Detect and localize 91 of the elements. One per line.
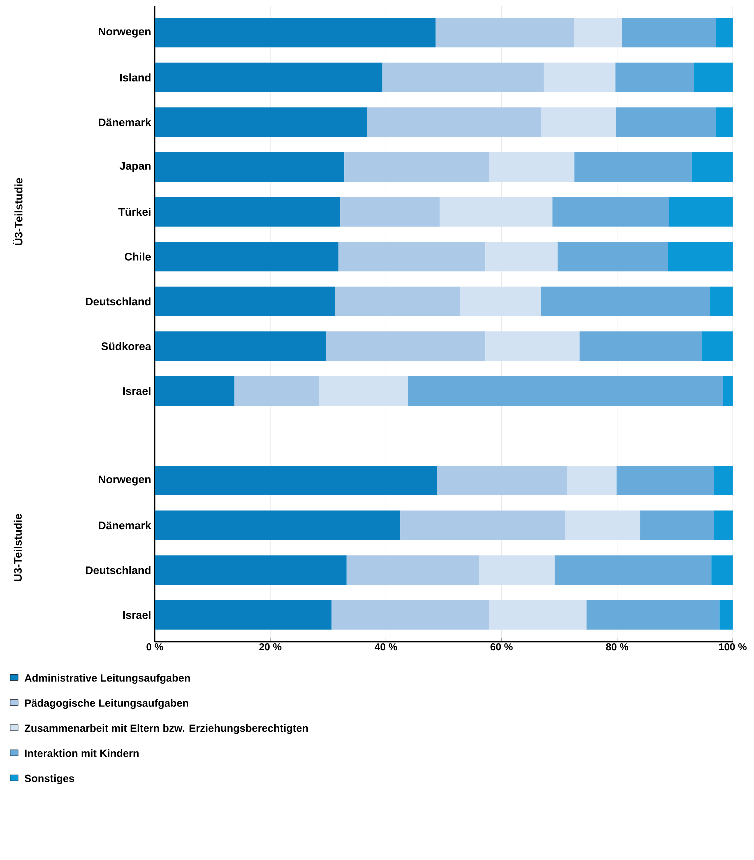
bar [326,332,486,362]
bar [669,197,733,227]
bar [694,62,733,92]
x-tick-label: 0 % [146,644,164,651]
y-tick-label: Türkei [118,208,151,216]
x-tick-label: 80 % [606,644,629,651]
bar [489,152,575,182]
bar [640,510,714,540]
y-tick-label: Norwegen [99,28,151,38]
bar [155,376,235,406]
bar [541,108,616,138]
bar [155,152,345,182]
bar [155,197,341,227]
bar [436,18,574,48]
bar [716,18,733,48]
bar [155,62,383,92]
y-tick-label: Island [120,74,151,82]
bar [616,108,716,138]
bar [332,600,490,630]
bar [616,62,694,92]
y-tick-label: Dänemark [99,118,152,126]
bar [234,376,320,406]
bar [714,466,733,496]
bar [558,242,668,272]
y-tick-label: Norwegen [99,476,151,486]
bar [712,556,733,586]
bar [486,332,580,362]
bar [344,152,490,182]
x-tick-label: 60 % [490,644,513,651]
bar [723,376,733,406]
bar [155,556,347,586]
bar [541,286,710,316]
bar [440,197,553,227]
bar [155,510,401,540]
legend-label: Zusammenarbeit mit Eltern bzw. Erziehungsberechtigten [24,724,308,734]
legend-label: Pädagogische Leitungsaufgaben [25,699,188,710]
y-tick-label: Deutschland [86,566,151,574]
x-tick-label: 20 % [260,644,282,651]
y-tick-label: Chile [125,252,152,261]
bar [565,510,641,540]
y-tick-label: Japan [120,162,151,172]
bar [155,466,438,496]
bar [668,242,733,272]
bar [155,242,339,272]
bar [460,286,542,316]
bar [552,197,670,227]
x-tick-label: 40 % [374,644,398,651]
bar [338,242,486,272]
bar [400,510,566,540]
bar [692,152,733,182]
bar [479,556,555,586]
bar [367,108,542,138]
bar [586,600,720,630]
bar [486,242,558,272]
legend-label: Administrative Leitungsaufgaben [24,674,190,684]
bar [155,108,368,138]
bar [710,286,733,316]
bar [554,556,712,586]
bar [544,62,616,92]
bar [720,600,733,630]
bar [616,466,714,496]
y-tick-label: Israel [123,387,151,396]
y-tick-label: Israel [123,611,151,620]
bar [340,197,440,227]
bar [574,152,692,182]
bar [382,62,544,92]
legend-label: Interaktion mit Kindern [25,750,139,758]
bar [702,332,733,362]
bar [567,466,617,496]
y-tick-label: Dänemark [99,522,152,530]
bar [574,18,622,48]
bar [319,376,408,406]
y-tick-label: Südkorea [102,342,152,350]
bar [346,556,480,586]
text: Ü3-Teilstudie [13,178,23,246]
bar [335,286,460,316]
bar [714,510,733,540]
bar [580,332,702,362]
x-tick-label: 100 % [719,644,747,651]
bar [716,108,733,138]
text: U3-Teilstudie [14,514,22,582]
legend-label: Sonstiges [24,774,74,784]
bar [155,18,436,48]
bar [622,18,716,48]
y-tick-label: Deutschland [86,298,151,306]
bar [437,466,568,496]
bar [489,600,587,630]
bar [155,600,332,630]
bar [155,286,336,316]
bar [408,376,724,406]
bar [155,332,327,362]
